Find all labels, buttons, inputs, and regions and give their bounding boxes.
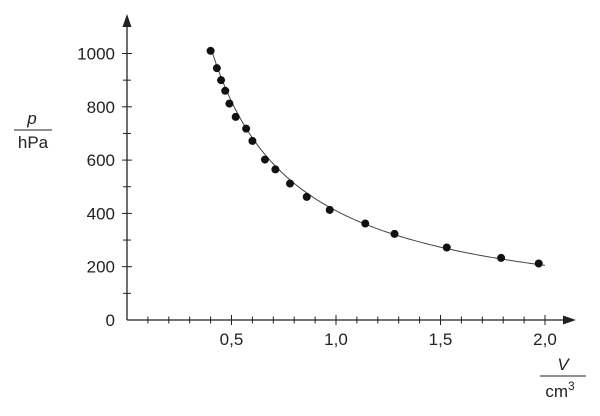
y-axis-symbol: p [26,109,36,128]
x-axis-symbol: V [557,355,570,374]
data-point [225,99,234,108]
y-axis-ticks: 0 200 400 600 800 1000 [77,45,132,330]
data-point [231,112,240,121]
data-point [302,192,311,201]
data-point [286,179,295,188]
y-tick-label: 1000 [77,45,115,64]
x-tick-label: 1,0 [324,330,348,349]
fit-curve [210,46,546,266]
data-point [260,155,269,164]
data-point [325,205,334,214]
y-axis-label: p hPa [14,109,52,152]
y-tick-label: 200 [87,258,115,277]
x-axis-unit-exponent: 3 [568,379,575,393]
data-point [217,76,226,85]
data-point [390,229,399,238]
data-point [534,259,543,268]
data-point [206,46,215,55]
data-point [212,64,221,73]
data-point [442,243,451,252]
y-tick-label: 0 [106,311,115,330]
x-axis-unit-base: cm [545,382,568,401]
x-axis-arrow [563,315,576,325]
y-tick-label: 400 [87,204,115,223]
axes [122,14,576,325]
x-axis-ticks: 0,5 1,0 1,5 2,0 [147,315,557,349]
y-axis-unit: hPa [18,133,49,152]
data-point [271,165,280,174]
x-tick-label: 2,0 [533,330,557,349]
y-tick-label: 600 [87,151,115,170]
data-point [221,86,230,95]
data-point [361,219,370,228]
y-tick-label: 800 [87,98,115,117]
data-point [242,124,251,133]
x-tick-label: 0,5 [220,330,244,349]
x-tick-label: 1,5 [429,330,453,349]
data-points [206,46,543,268]
data-point [497,253,506,262]
x-axis-unit: cm3 [545,379,575,401]
y-axis-arrow [122,14,132,27]
x-axis-label: V cm3 [540,355,586,401]
data-point [248,136,257,145]
